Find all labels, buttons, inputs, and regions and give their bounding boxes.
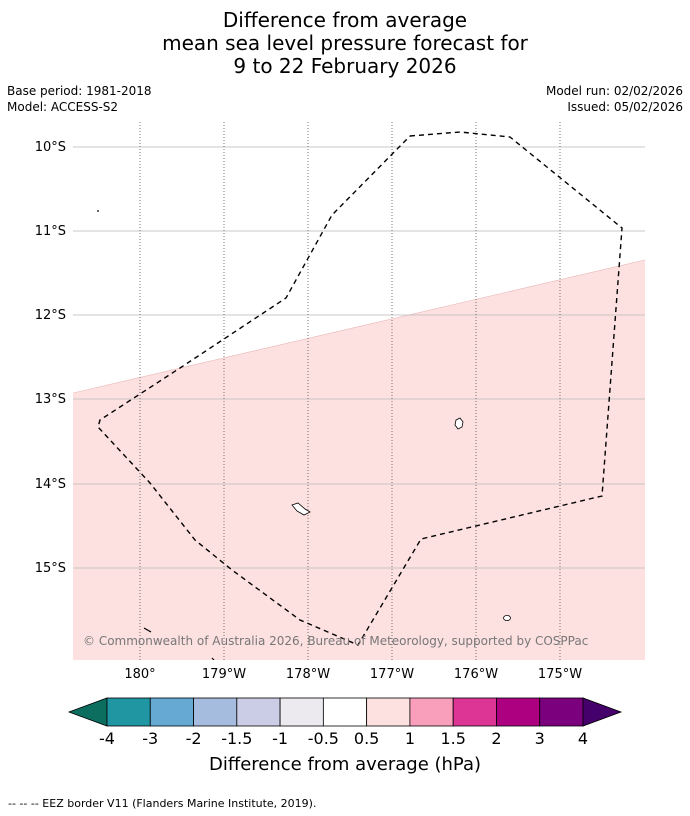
colorbar-tick-label: -0.5	[308, 729, 339, 748]
title-line-3: 9 to 22 February 2026	[233, 54, 457, 78]
lat-label: 15°S	[35, 561, 66, 576]
colorbar: -4 -3 -2 -1.5 -1 -0.5 0.5 1 1.5 2 3 4	[67, 697, 623, 748]
colorbar-extend-high	[582, 697, 623, 727]
colorbar-swatch	[149, 697, 194, 727]
colorbar-swatch	[452, 697, 497, 727]
colorbar-swatch	[366, 697, 411, 727]
lon-label: 178°W	[286, 667, 330, 682]
colorbar-label: Difference from average (hPa)	[209, 754, 481, 775]
colorbar-swatch	[322, 697, 368, 727]
colorbar-tick-label: -4	[99, 729, 115, 748]
island	[454, 417, 464, 430]
colorbar-tick-label: -1	[272, 729, 288, 748]
lat-label: 11°S	[35, 224, 66, 239]
colorbar-tick-label: -3	[142, 729, 158, 748]
anomaly-contour	[73, 259, 645, 394]
lat-label: 13°S	[35, 392, 66, 407]
island	[503, 615, 511, 622]
lat-gridlines	[73, 146, 645, 569]
colorbar-swatch	[236, 697, 281, 727]
lon-label: 176°W	[454, 667, 498, 682]
title-line-1: Difference from average	[222, 8, 468, 32]
colorbar-tick-label: -1.5	[221, 729, 252, 748]
colorbar-tick-label: 1.5	[440, 729, 465, 748]
colorbar-tick-label: -2	[186, 729, 202, 748]
colorbar-swatch	[193, 697, 238, 727]
lon-label: 177°W	[370, 667, 414, 682]
island	[143, 627, 152, 633]
lon-label: 180°	[124, 667, 155, 682]
lat-label: 14°S	[35, 477, 66, 492]
colorbar-swatch	[279, 697, 324, 727]
lon-label: 179°W	[202, 667, 246, 682]
lat-label: 10°S	[35, 140, 66, 155]
model-run-date: Model run: 02/02/2026	[545, 84, 683, 98]
lat-label: 12°S	[35, 308, 66, 323]
issued-date: Issued: 05/02/2026	[567, 100, 683, 114]
colorbar-tick-label: 1	[405, 729, 415, 748]
base-period: Base period: 1981-2018	[7, 84, 152, 98]
title-line-2: mean sea level pressure forecast for	[162, 31, 528, 55]
eez-footnote: -- -- -- EEZ border V11 (Flanders Marine…	[8, 797, 317, 810]
colorbar-extend-low	[67, 697, 108, 727]
colorbar-tick-label: 3	[535, 729, 545, 748]
island	[211, 657, 215, 660]
island	[291, 502, 311, 516]
model-name: Model: ACCESS-S2	[7, 100, 119, 114]
copyright-text: © Commonwealth of Australia 2026, Bureau…	[83, 634, 588, 648]
colorbar-swatch	[539, 697, 584, 727]
colorbar-swatch	[496, 697, 541, 727]
map-area	[73, 122, 645, 660]
colorbar-tick-label: 4	[578, 729, 588, 748]
colorbar-swatch	[106, 697, 151, 727]
island	[97, 210, 99, 212]
colorbar-tick-label: 2	[491, 729, 501, 748]
lon-label: 175°W	[538, 667, 582, 682]
colorbar-tick-label: 0.5	[354, 729, 379, 748]
colorbar-swatch	[409, 697, 454, 727]
